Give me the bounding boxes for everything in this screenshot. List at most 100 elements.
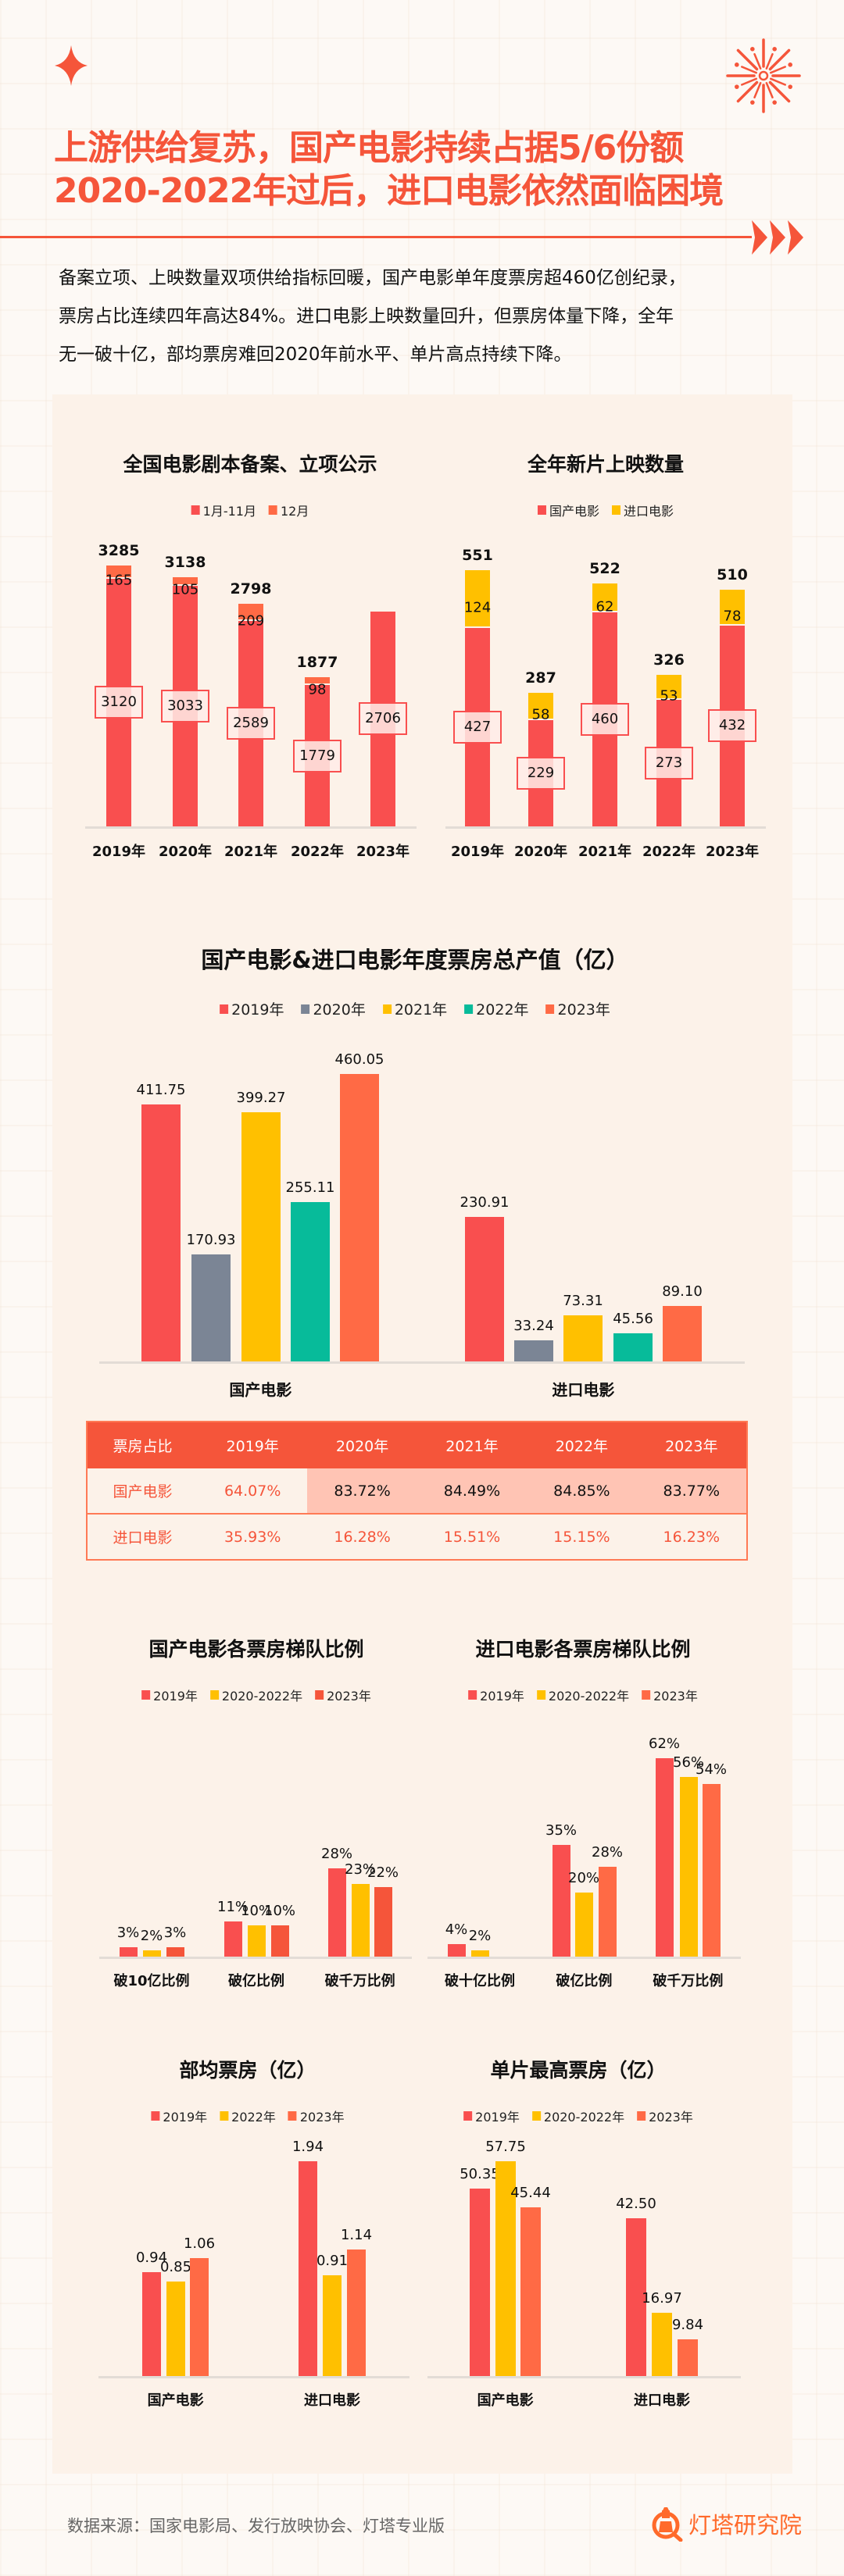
segment-value-label: 53 [660,687,678,705]
legend-swatch [220,2111,229,2121]
summary-paragraph: 备案立项、上映数量双项供给指标回暖，国产电影单年度票房超460亿创纪录， 票房占… [59,259,686,374]
segment-value-box: 1779 [293,739,342,772]
bar [470,2189,490,2376]
bar-value-label: 33.24 [513,1318,554,1335]
legend-label: 2020-2022年 [221,1689,303,1704]
bar-value-label: 1.14 [340,2227,373,2244]
category-label: 破千万比例 [324,1973,395,1989]
table-header-row: 票房占比 2019年 2020年 2021年 2022年 2023年 [88,1422,746,1468]
table-cell: 国产电影 [88,1468,198,1515]
bar-segment [656,675,681,698]
chart-title-new-releases: 全年新片上映数量 [527,453,685,476]
bar-value-label: 35% [545,1821,578,1839]
bar [574,1893,593,1957]
legend-item: 2020-2022年 [531,2107,625,2125]
legend-swatch [382,1004,392,1014]
category-label: 2023年 [356,844,410,860]
category-label: 2022年 [290,844,345,860]
category-label: 破亿比例 [556,1973,613,1989]
bar [495,2161,516,2376]
category-label: 破千万比例 [653,1973,724,1989]
legend-item: 2019年 [141,1686,198,1704]
legend-item: 12月 [268,501,309,519]
bar-value-label: 10% [240,1902,273,1919]
bar [327,1868,346,1957]
bar [702,1783,721,1957]
bar-value-label: 16.97 [642,2290,682,2307]
bar-value-label: 230.91 [460,1194,510,1211]
bar [142,1950,161,1957]
legend-label: 2023年 [653,1689,698,1704]
total-value-label: 287 [525,669,556,687]
legend-swatch [191,505,200,515]
legend-label: 2022年 [231,2110,276,2125]
category-label: 进口电影 [552,1380,615,1400]
bar [191,1254,231,1361]
legend-item: 2019年 [463,2107,520,2125]
segment-value-box: 229 [517,756,565,790]
table-cell: 64.07% [198,1468,308,1515]
bar [340,1073,379,1361]
bar [166,1946,184,1957]
legend-item: 2023年 [315,1686,371,1704]
bar-value-label: 23% [344,1861,377,1878]
segment-value-box: 3120 [95,686,143,719]
table-cell: 83.77% [636,1468,746,1515]
bar-value-label: 3% [163,1924,187,1941]
total-value-label: 551 [462,547,493,565]
legend-swatch [315,1690,324,1700]
legend-label: 1月-11月 [202,504,256,519]
legend-box-office-total: 2019年 2020年 2021年 2022年 2023年 [220,998,610,1019]
bar [119,1946,138,1957]
legend-swatch [268,505,277,515]
bar-value-label: 11% [216,1899,249,1916]
bar [552,1844,570,1957]
chart-baseline [85,826,417,829]
bar [247,1925,266,1957]
legend-label: 进口电影 [624,504,674,519]
segment-value-label: 62 [595,598,614,615]
chart-title-avg-box-office: 部均票房（亿） [179,2059,316,2082]
legend-swatch [209,1690,219,1700]
data-source: 数据来源：国家电影局、发行放映协会、灯塔专业版 [67,2517,445,2535]
bar [447,1943,466,1957]
legend-swatch [612,505,620,515]
legend-label: 2019年 [163,2110,208,2125]
segment-value-label: 58 [531,706,550,723]
category-label: 2022年 [642,844,696,860]
category-label: 2021年 [578,844,632,860]
bar-segment [173,576,198,584]
table-header-cell: 2023年 [636,1422,746,1468]
legend-swatch [536,1690,545,1700]
segment-value-label: 105 [171,581,199,598]
table-row: 国产电影 64.07% 83.72% 84.49% 84.85% 83.77% [88,1468,746,1515]
firework-icon [726,38,801,113]
legend-swatch [301,1004,310,1014]
legend-label: 2020-2022年 [543,2110,625,2125]
legend-swatch [141,1690,151,1700]
segment-value-label: 78 [723,608,742,625]
divider [0,236,752,238]
bar-value-label: 10% [263,1902,296,1919]
bar-value-label: 42.50 [616,2195,656,2212]
bar [351,1883,370,1957]
bar [291,1201,330,1361]
bar [166,2282,185,2376]
segment-value-box: 2589 [227,707,275,740]
bar [655,1757,674,1957]
segment-value-label: 209 [237,612,265,630]
legend-item: 2019年 [151,2107,207,2125]
legend-top-single-film: 2019年 2020-2022年 2023年 [463,2107,693,2125]
category-label: 国产电影 [477,2392,534,2409]
bar-value-label: 57.75 [485,2139,526,2156]
bar-segment [238,604,263,619]
bar-segment [592,583,617,612]
bar [514,1340,553,1361]
box-office-share-table: 票房占比 2019年 2020年 2021年 2022年 2023年 国产电影 … [86,1421,748,1561]
table-header-cell: 2020年 [307,1422,417,1468]
legend-swatch [642,1690,651,1700]
bar-value-label: 0.85 [159,2259,192,2276]
legend-item: 2022年 [464,998,529,1019]
legend-label: 2022年 [476,1001,529,1019]
legend-script-filings: 1月-11月 12月 [191,501,309,519]
